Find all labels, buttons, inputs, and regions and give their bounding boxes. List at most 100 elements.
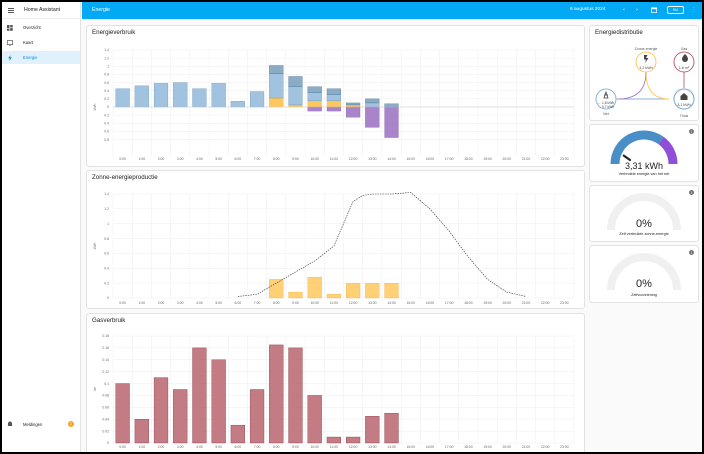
menu-icon[interactable]: [8, 7, 14, 13]
calendar-icon[interactable]: [650, 6, 658, 14]
x-tick-label: 3:00: [177, 301, 184, 305]
y-tick-label: 0.2: [104, 113, 109, 117]
x-tick-label: 16:00: [426, 157, 435, 161]
solar-bar: [365, 282, 380, 299]
x-tick-label: 11:00: [330, 301, 338, 305]
x-tick-label: 6:00: [235, 157, 242, 161]
sidebar-item-label: Overzicht: [23, 25, 41, 30]
sidebar-header: Home Assistant: [2, 2, 80, 19]
grid-gauge: [610, 130, 678, 165]
card-title: Zonne-energieproductie: [92, 174, 158, 181]
x-tick-label: 22:00: [541, 445, 550, 449]
y-tick-label: 0.2: [104, 281, 109, 285]
gauge-label: Zelfvoorziening: [631, 293, 657, 297]
grid-return-bar: [384, 103, 399, 108]
x-tick-label: 14:00: [387, 157, 396, 161]
x-tick-label: 9:00: [292, 157, 299, 161]
sidebar-item-meldingen[interactable]: Meldingen 1: [2, 417, 81, 431]
more-menu-icon[interactable]: ⋮: [691, 7, 697, 13]
chevron-right-icon[interactable]: ›: [636, 7, 638, 13]
info-icon[interactable]: i: [689, 250, 694, 255]
solar-bar: [346, 104, 361, 108]
grid-bar: [365, 102, 380, 108]
info-icon[interactable]: i: [689, 190, 694, 195]
x-tick-label: 9:00: [292, 301, 299, 305]
info-icon[interactable]: i: [689, 129, 694, 134]
x-tick-label: 5:00: [215, 445, 222, 449]
x-tick-label: 7:00: [254, 301, 261, 305]
gas-bar: [365, 416, 380, 444]
y-tick-label: 0.08: [102, 394, 109, 398]
return-bar: [384, 106, 399, 138]
y-axis-label: kWh: [93, 243, 97, 250]
y-tick-label: 0.8: [104, 138, 109, 142]
x-tick-label: 13:00: [368, 445, 377, 449]
x-tick-label: 13:00: [368, 301, 377, 305]
solar-bar: [346, 282, 361, 299]
x-tick-label: 20:00: [503, 301, 512, 305]
y-tick-label: 1.2: [104, 56, 109, 60]
x-tick-label: 8:00: [273, 157, 280, 161]
gas-usage-card: Gasverbruik 0 0.02 0.04 0.06 0.08 0.1 0.12 0.14…: [86, 313, 585, 452]
y-tick-label: 1: [107, 222, 109, 226]
sidebar-item-energie[interactable]: Energie: [2, 51, 80, 64]
return-bar: [307, 106, 322, 112]
gas-label: Gas: [681, 47, 688, 51]
sidebar-item-overzicht[interactable]: Overzicht: [2, 21, 80, 34]
sidebar-item-label: Meldingen: [23, 421, 43, 427]
gas-bar: [173, 389, 188, 444]
top-bar: Energie 6 augustus 2024 ‹ › NU ⋮: [82, 2, 702, 19]
notification-badge: 1: [68, 421, 74, 427]
gas-bar: [384, 413, 399, 444]
y-axis-label: m³: [93, 386, 97, 391]
solar-panel-icon: [644, 55, 649, 63]
x-tick-label: 0:00: [119, 301, 126, 305]
gas-bar: [288, 347, 303, 444]
card-title: Gasverbruik: [92, 317, 126, 324]
solar-bar: [326, 294, 341, 299]
grid-return-bar: [269, 65, 284, 74]
x-tick-label: 19:00: [483, 157, 492, 161]
y-tick-label: 0.4: [104, 89, 109, 93]
y-tick-label: 0: [107, 105, 109, 109]
x-tick-label: 7:00: [254, 157, 261, 161]
solar-bar: [269, 279, 284, 299]
return-bar: [326, 106, 341, 112]
chevron-left-icon[interactable]: ‹: [623, 7, 625, 13]
y-tick-label: 0.1: [104, 382, 109, 386]
page-title: Energie: [92, 7, 110, 13]
x-tick-label: 14:00: [387, 301, 396, 305]
gauge-label: Zelf verbruikte zonne-energie: [619, 232, 669, 236]
solar-bar: [326, 100, 341, 108]
grid-bar: [134, 85, 149, 108]
grid-return-bar: [307, 86, 322, 93]
solar-production-chart: 0 0.2 0.4 0.6 0.8 1 1.2 1.4 kWh 0:00 1:00 2:00 3:00 4…: [93, 192, 575, 305]
grid-bar: [115, 88, 130, 108]
x-tick-label: 12:00: [349, 445, 358, 449]
gas-value: 1,6 m³: [679, 66, 690, 70]
x-tick-label: 14:00: [387, 445, 396, 449]
x-tick-label: 8:00: [273, 301, 280, 305]
solar-bar: [288, 104, 303, 108]
energy-usage-chart: 0 0.2 0.4 0.6 0.8 1 1.2 1.4 0.2 0.4 0.6 0.8 kWh 0:00 1…: [93, 48, 575, 161]
sidebar-item-kaart[interactable]: Kaart: [2, 36, 80, 49]
x-tick-label: 9:00: [292, 445, 299, 449]
x-tick-label: 13:00: [368, 157, 377, 161]
gauge-value: 3,31 kWh: [624, 161, 664, 171]
home-icon: [680, 93, 688, 100]
today-button[interactable]: NU: [667, 6, 684, 14]
x-tick-label: 16:00: [426, 445, 435, 449]
app-title: Home Assistant: [24, 7, 61, 13]
x-tick-label: 12:00: [349, 157, 358, 161]
y-tick-label: 0.4: [104, 121, 109, 125]
gas-bar: [230, 424, 245, 444]
gauge-arc-return: [658, 136, 678, 165]
y-tick-label: 0.6: [104, 252, 109, 256]
y-axis-label: kWh: [93, 104, 97, 111]
grid-gauge-card: i 3,31 kWh Verbruikte energie van het ne…: [589, 124, 699, 182]
grid-bar: [153, 83, 169, 108]
x-tick-label: 15:00: [406, 445, 415, 449]
home-label: Thuis: [680, 114, 689, 118]
gauge-value: 0%: [636, 218, 652, 230]
x-tick-label: 10:00: [310, 301, 319, 305]
